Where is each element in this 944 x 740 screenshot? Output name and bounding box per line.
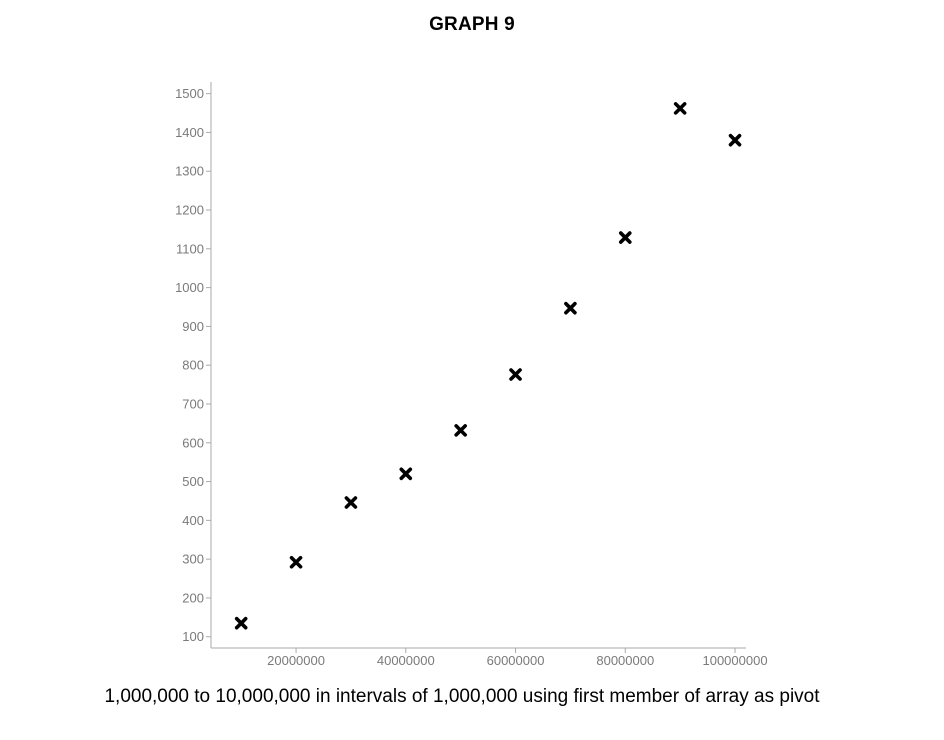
y-tick-label: 1400 — [175, 125, 204, 140]
x-marker-icon — [289, 555, 303, 569]
x-tick-label: 80000000 — [596, 653, 654, 668]
data-point — [454, 424, 467, 437]
x-marker-icon — [344, 496, 358, 509]
x-marker-icon — [564, 301, 577, 315]
data-point — [289, 555, 303, 569]
y-tick-label: 600 — [182, 435, 204, 450]
data-point — [509, 368, 522, 381]
x-marker-icon — [728, 133, 742, 147]
x-tick-label: 60000000 — [487, 653, 545, 668]
y-tick-label: 1200 — [175, 203, 204, 218]
data-point — [728, 133, 742, 147]
y-tick-label: 400 — [182, 513, 204, 528]
x-marker-icon — [234, 616, 248, 630]
y-tick-label: 1500 — [175, 86, 204, 101]
data-point — [399, 467, 413, 481]
ticks: 100 200 300 400 500 600 700 800 900 1000 1100 1200 1… — [175, 86, 767, 668]
x-marker-icon — [673, 102, 687, 115]
data-point — [618, 231, 632, 244]
x-marker-icon — [618, 231, 632, 244]
y-tick-label: 1300 — [175, 164, 204, 179]
data-points — [234, 102, 742, 630]
data-point — [234, 616, 248, 630]
data-point — [344, 496, 358, 509]
x-tick-label: 100000000 — [702, 653, 767, 668]
y-tick-label: 100 — [182, 629, 204, 644]
data-point — [673, 102, 687, 115]
x-marker-icon — [509, 368, 522, 381]
y-tick-label: 1100 — [176, 241, 204, 256]
y-tick-label: 300 — [182, 552, 204, 567]
y-tick-label: 1000 — [175, 280, 204, 295]
chart-caption: 1,000,000 to 10,000,000 in intervals of … — [104, 686, 820, 707]
y-tick-label: 500 — [182, 474, 204, 489]
x-tick-label: 20000000 — [267, 653, 325, 668]
data-point — [564, 301, 577, 315]
axes — [210, 82, 746, 649]
y-tick-label: 900 — [182, 319, 204, 334]
x-tick-label: 40000000 — [377, 653, 435, 668]
chart-title: GRAPH 9 — [429, 14, 515, 35]
x-marker-icon — [399, 467, 413, 481]
y-tick-label: 700 — [182, 396, 204, 411]
y-tick-label: 800 — [182, 358, 204, 373]
y-tick-label: 200 — [182, 590, 204, 605]
x-marker-icon — [454, 424, 467, 437]
